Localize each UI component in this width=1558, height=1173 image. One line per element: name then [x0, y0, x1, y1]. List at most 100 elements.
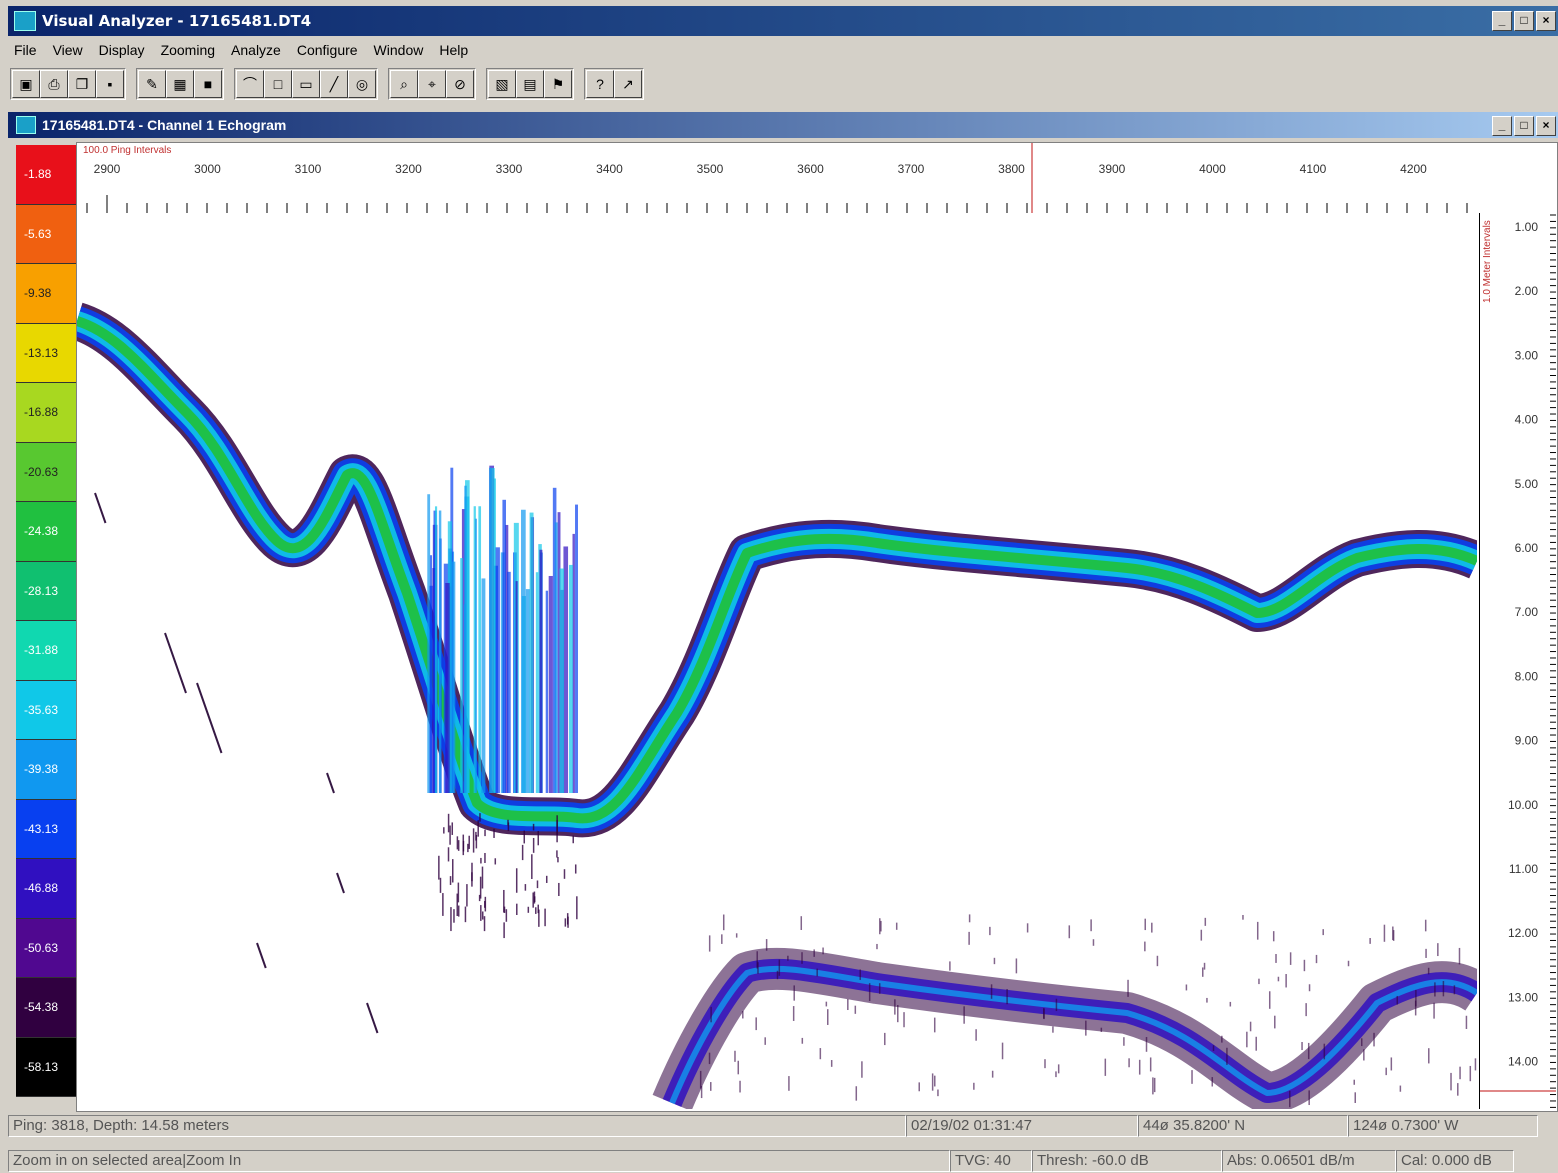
second-echo-scatter	[1434, 982, 1436, 996]
app-title-bar[interactable]: Visual Analyzer - 17165481.DT4 _ □ ×	[8, 6, 1558, 36]
second-echo-scatter	[1415, 1001, 1417, 1016]
menu-window[interactable]: Window	[374, 42, 424, 58]
depth-tick-label: 11.00	[1509, 862, 1538, 876]
fish-school-streak	[546, 591, 548, 793]
fish-school-streak	[489, 468, 492, 793]
echogram-svg[interactable]	[77, 213, 1477, 1109]
second-echo-scatter	[1285, 974, 1287, 987]
ping-tick-label: 3900	[1099, 162, 1126, 176]
panel-button[interactable]: panel-icon▭	[292, 70, 320, 98]
close-button[interactable]: ×	[1536, 11, 1556, 31]
color-scale-swatch: -35.63	[16, 681, 78, 741]
maximize-button[interactable]: □	[1514, 11, 1534, 31]
depth-tick-label: 2.00	[1515, 284, 1539, 298]
second-echo-scatter	[963, 1006, 965, 1023]
target-button[interactable]: target-icon◎	[348, 70, 376, 98]
menu-configure[interactable]: Configure	[297, 42, 358, 58]
chart-button[interactable]: chart-icon⌒	[236, 70, 264, 98]
second-echo-scatter	[1016, 958, 1018, 973]
echogram-title-bar[interactable]: 17165481.DT4 - Channel 1 Echogram _ □ ×	[8, 112, 1558, 138]
copy-button[interactable]: copy-icon❐	[68, 70, 96, 98]
ping-ruler-title: 100.0 Ping Intervals	[83, 145, 171, 156]
save-button[interactable]: save-icon▪	[96, 70, 124, 98]
second-echo-scatter	[973, 1083, 975, 1090]
second-echo-scatter	[766, 939, 768, 951]
fill-button[interactable]: fill-icon□	[264, 70, 292, 98]
second-echo-scatter	[827, 1009, 829, 1025]
bottom-echo-shadow	[77, 321, 1477, 818]
fish-school-streak	[573, 534, 575, 793]
echogram-close-button[interactable]: ×	[1536, 116, 1556, 136]
menu-analyze[interactable]: Analyze	[231, 42, 281, 58]
second-echo-scatter	[1304, 960, 1306, 971]
fish-school-streak	[439, 511, 441, 793]
pen-button[interactable]: pen-icon╱	[320, 70, 348, 98]
color-scale-swatch: -5.63	[16, 205, 78, 265]
menu-view[interactable]: View	[53, 42, 83, 58]
second-echo-scatter	[1322, 929, 1324, 935]
status-bar: Ping: 3818, Depth: 14.58 meters 02/19/02…	[8, 1115, 1538, 1137]
open-button[interactable]: open-icon▣	[12, 70, 40, 98]
stray-target-trace	[197, 683, 222, 753]
menu-help[interactable]: Help	[439, 42, 468, 58]
chart-icon-glyph: ⌒	[243, 74, 257, 94]
minimize-button[interactable]: _	[1492, 11, 1512, 31]
plume-scatter	[534, 892, 536, 904]
grid-button[interactable]: grid-icon▦	[166, 70, 194, 98]
zoom-out-button[interactable]: zoom-out-icon⌖	[418, 70, 446, 98]
second-echo-scatter	[1305, 1003, 1307, 1016]
second-echo-scatter	[1150, 1057, 1152, 1071]
second-echo-scatter	[1425, 949, 1427, 958]
second-echo-scatter	[949, 961, 951, 970]
table-button[interactable]: table-icon▤	[516, 70, 544, 98]
second-echo-scatter	[779, 960, 781, 976]
thresh-readout: Thresh: -60.0 dB	[1032, 1150, 1222, 1172]
plume-scatter	[442, 893, 444, 916]
second-echo-scatter	[1459, 948, 1461, 965]
echogram-maximize-button[interactable]: □	[1514, 116, 1534, 136]
no-zoom-button[interactable]: no-zoom-icon⊘	[446, 70, 474, 98]
echogram-minimize-button[interactable]: _	[1492, 116, 1512, 136]
depth-tick-label: 7.00	[1515, 605, 1539, 619]
menu-zooming[interactable]: Zooming	[161, 42, 215, 58]
menu-display[interactable]: Display	[99, 42, 145, 58]
fish-school-streak	[555, 522, 558, 793]
ping-tick-label: 3800	[998, 162, 1025, 176]
fish-school-streak	[559, 569, 564, 793]
ping-tick-label: 4200	[1400, 162, 1427, 176]
plume-scatter	[484, 830, 486, 836]
print-button[interactable]: print-icon⎙	[40, 70, 68, 98]
plume-scatter	[484, 901, 486, 908]
palette-button[interactable]: palette-icon▧	[488, 70, 516, 98]
second-echo-scatter	[1204, 963, 1206, 970]
second-echo-scatter	[1274, 1016, 1276, 1029]
menu-file[interactable]: File	[14, 42, 37, 58]
color-scale-swatch: -54.38	[16, 978, 78, 1038]
context-help-button[interactable]: context-help-icon↗	[614, 70, 642, 98]
second-echo-scatter	[1363, 1049, 1365, 1060]
depth-tick-label: 12.00	[1508, 926, 1538, 940]
edit-button[interactable]: edit-icon✎	[138, 70, 166, 98]
save-icon-glyph: ▪	[108, 76, 113, 92]
second-echo-scatter	[826, 1002, 828, 1007]
zoom-in-button[interactable]: zoom-in-icon⌕	[390, 70, 418, 98]
grid-icon-glyph: ▦	[173, 76, 186, 93]
second-echo-scatter	[1391, 1057, 1393, 1070]
second-echo-scatter	[793, 985, 795, 1000]
flag-button[interactable]: flag-icon⚑	[544, 70, 572, 98]
depth-tick-label: 14.00	[1508, 1055, 1538, 1069]
second-echo-scatter	[1385, 1068, 1387, 1075]
plume-scatter	[495, 858, 497, 864]
color-scale-swatch: -31.88	[16, 621, 78, 681]
second-echo-scatter	[1466, 1016, 1468, 1029]
second-echo-scatter	[994, 958, 996, 964]
plume-scatter	[575, 864, 577, 873]
color-button[interactable]: color-icon■	[194, 70, 222, 98]
second-echo-scatter	[1093, 939, 1095, 946]
help-button[interactable]: help-icon?	[586, 70, 614, 98]
plume-scatter	[538, 831, 540, 845]
echogram-plot[interactable]	[77, 213, 1477, 1109]
second-echo-scatter	[1269, 991, 1271, 1009]
pen-icon-glyph: ╱	[330, 76, 338, 93]
second-echo-scatter	[739, 1081, 741, 1093]
